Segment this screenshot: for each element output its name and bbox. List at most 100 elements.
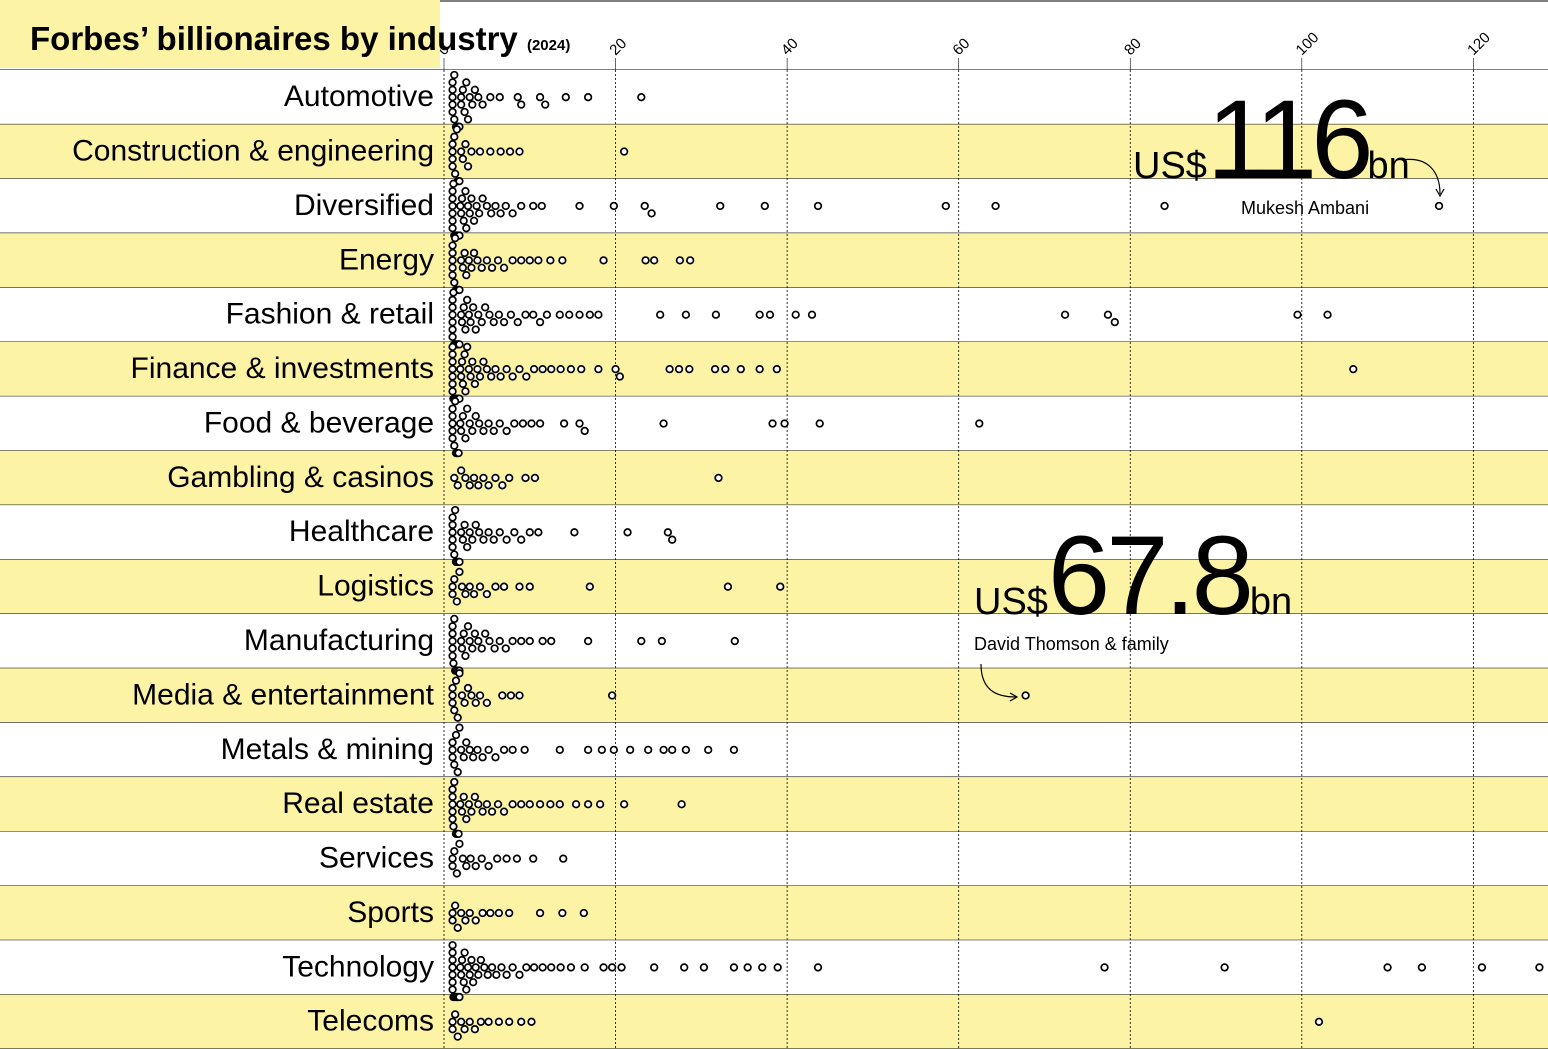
dot [479,357,488,366]
dot [755,310,764,319]
dot [710,364,720,374]
dot [460,520,469,530]
dot [583,93,593,102]
dot [510,528,519,537]
dot [1314,1017,1324,1026]
dot [489,318,498,327]
dot [451,169,460,178]
dot [471,916,480,925]
dot [494,1017,504,1026]
dot [577,364,586,374]
dot [456,364,465,374]
dot [471,325,480,334]
dot [470,792,480,801]
dot [566,963,576,972]
dot [535,800,545,809]
dot [611,364,620,374]
row-band [0,885,1548,941]
dot [619,800,629,809]
dot [486,93,495,102]
dot [450,777,459,787]
dot [499,318,509,327]
dot [457,466,466,475]
dot [449,822,458,831]
arrow-head [1435,188,1445,198]
dot [807,310,817,319]
dot [758,963,767,972]
dot [450,473,459,483]
dot [559,419,569,428]
dot [449,179,458,188]
dot [640,201,649,211]
dot [448,644,457,653]
dot [491,201,500,211]
dot [456,963,465,972]
dot [668,535,677,544]
dot [450,614,459,624]
dot [457,636,466,646]
dot [527,1017,536,1026]
dot [448,372,457,381]
dot [659,745,668,755]
dot [457,372,466,381]
dot [448,513,457,522]
dot [459,792,468,801]
dot [491,473,500,483]
dot [460,948,469,957]
dot [479,535,488,544]
dot [1434,201,1444,211]
dot [585,310,594,319]
dot [478,807,487,816]
dot [1417,963,1427,972]
dot [637,636,646,646]
row-label: Healthcare [289,515,434,548]
dot [517,100,526,109]
dot [452,869,462,878]
dot [517,535,526,544]
dot [461,387,470,396]
row-band [0,124,1548,179]
dot [449,288,458,297]
dot [465,209,474,218]
dot [1110,318,1119,327]
dot [453,481,462,490]
dot [448,916,457,925]
dot [458,854,468,863]
dot [448,535,457,544]
dot [450,132,459,141]
row-band [0,994,1548,1049]
dot [448,941,457,950]
dot [461,589,470,599]
dot [625,745,635,755]
dot [459,216,468,225]
dot [529,854,538,863]
dot [547,963,556,972]
dot [559,854,568,863]
dot [497,963,506,972]
dot [515,691,524,700]
row-band [0,178,1548,234]
dot [453,923,462,932]
dot [479,426,488,436]
dot [457,582,467,591]
dot [485,310,494,319]
dot [525,636,534,646]
dot [729,963,739,972]
dot [579,908,588,918]
dot [520,745,529,755]
row-band [0,777,1548,832]
dot [450,847,459,856]
dot [463,404,472,413]
dot [515,582,524,591]
x-tick-label: 80 [1121,35,1145,59]
row-band [0,505,1548,560]
dot [518,419,528,428]
dot [1349,364,1358,374]
dot [478,753,487,762]
dot [482,364,492,374]
dot [448,861,457,871]
dot [619,147,629,156]
row-band [0,831,1548,886]
x-tick-label: 60 [949,35,973,59]
dot [448,698,457,708]
